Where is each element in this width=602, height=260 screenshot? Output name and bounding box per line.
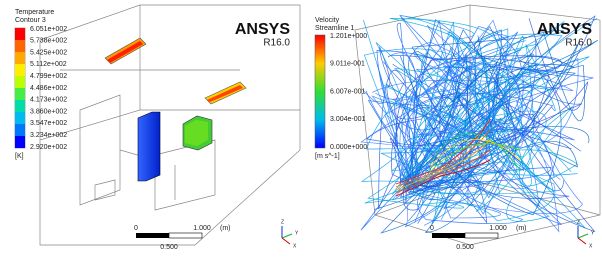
scale-label: 0 — [430, 225, 434, 232]
axis-label: Z — [281, 219, 284, 225]
legend-label: 0.000e+000 — [330, 144, 367, 151]
legend-unit: [m s^-1] — [315, 153, 340, 160]
legend-label: 3.004e-001 — [330, 116, 366, 123]
axis-y — [282, 234, 292, 238]
axis-x — [282, 238, 290, 244]
colorbar-band — [15, 100, 25, 112]
scale-bar — [465, 233, 498, 238]
legend-label: 3.860e+002 — [30, 108, 67, 115]
scale-label: 1.000 — [489, 225, 507, 232]
legend-label: 1.201e+000 — [330, 33, 367, 40]
legend-title: Temperature — [15, 9, 54, 16]
legend-label: 2.920e+002 — [30, 144, 67, 151]
scale-label: 0.500 — [456, 244, 474, 251]
scale-label: (m) — [220, 225, 231, 232]
scale-bar — [169, 233, 202, 238]
colorbar-band — [15, 52, 25, 64]
axis-x — [578, 238, 586, 244]
colorbar-band — [15, 88, 25, 100]
colorbar-band — [15, 28, 25, 40]
left-geometry — [40, 5, 300, 245]
legend-label: 5.425e+002 — [30, 49, 67, 56]
legend-label: 9.011e-001 — [330, 61, 365, 68]
scale-label: (m) — [516, 225, 527, 232]
colorbar-band — [15, 124, 25, 136]
legend-label: 4.173e+002 — [30, 97, 67, 104]
axis-y — [578, 234, 588, 238]
colorbar-band — [15, 136, 25, 148]
logo: ANSYS — [537, 21, 592, 38]
legend-subtitle: Streamline 1 — [315, 25, 354, 32]
colorbar-band — [15, 76, 25, 88]
scale-label: 0 — [134, 225, 138, 232]
right-geometry — [355, 5, 600, 245]
scale-bar — [136, 233, 169, 238]
figure: Temperature Contour 3 [K] Velocity Strea… — [0, 0, 602, 260]
legend-title: Velocity — [315, 17, 340, 24]
legend-label: 6.051e+002 — [30, 26, 67, 33]
legend-label: 5.738e+002 — [30, 38, 67, 45]
logo: ANSYS — [235, 21, 290, 38]
axis-label: X — [293, 243, 297, 249]
legend-unit: [K] — [15, 153, 24, 160]
axis-label: Z — [577, 219, 580, 225]
version: R16.0 — [565, 38, 592, 49]
axis-label: Y — [295, 230, 299, 236]
legend-label: 6.007e-001 — [330, 88, 366, 95]
legend-label: 3.234e+002 — [30, 132, 67, 139]
scale-label: 1.000 — [193, 225, 211, 232]
colorbar-band — [15, 64, 25, 76]
axis-label: X — [589, 243, 593, 249]
velocity-colorbar — [315, 35, 325, 148]
legend-label: 3.547e+002 — [30, 120, 67, 127]
scale-bar — [432, 233, 465, 238]
version: R16.0 — [263, 38, 290, 49]
temperature-colorbar — [15, 28, 25, 148]
colorbar-band — [15, 112, 25, 124]
colorbar-band — [15, 40, 25, 52]
legend-label: 5.112e+002 — [30, 61, 67, 68]
legend-label: 4.799e+002 — [30, 73, 67, 80]
legend-subtitle: Contour 3 — [15, 17, 46, 24]
legend-label: 4.486e+002 — [30, 85, 67, 92]
scale-label: 0.500 — [160, 244, 178, 251]
